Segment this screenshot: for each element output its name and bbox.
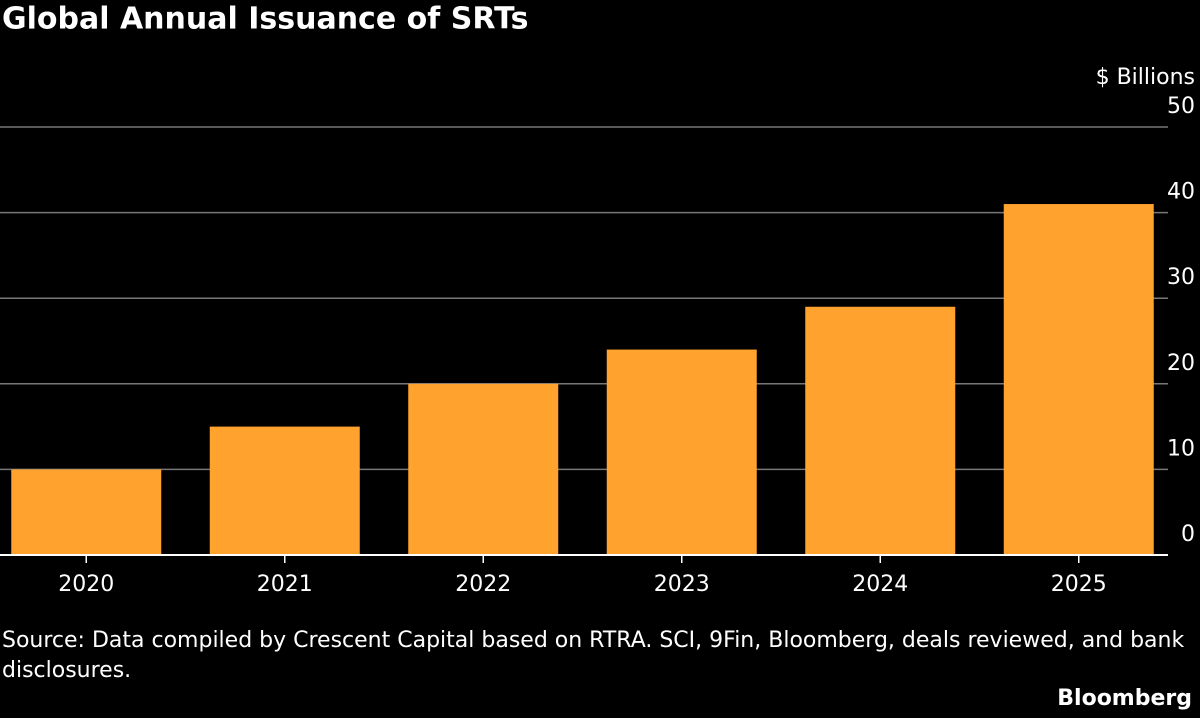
bar — [805, 306, 956, 555]
chart-title: Global Annual Issuance of SRTs — [2, 2, 528, 37]
x-tick-label: 2023 — [654, 572, 710, 597]
x-tick-label: 2021 — [257, 572, 313, 597]
bar — [209, 426, 360, 555]
y-tick-label: 10 — [1167, 436, 1195, 461]
y-tick-label: 40 — [1167, 180, 1195, 205]
bar — [11, 469, 162, 555]
y-axis-label: $ Billions — [1096, 65, 1195, 90]
brand: Bloomberg — [1057, 686, 1192, 711]
x-tick-label: 2024 — [852, 572, 908, 597]
source-note: Source: Data compiled by Crescent Capita… — [2, 628, 1185, 683]
x-tick-label: 2020 — [58, 572, 114, 597]
bar — [606, 349, 757, 555]
bar — [408, 383, 559, 555]
bar — [1003, 204, 1154, 556]
y-tick-label: 50 — [1167, 94, 1195, 119]
x-tick-label: 2022 — [455, 572, 511, 597]
x-tick-label: 2025 — [1051, 572, 1107, 597]
y-tick-label: 0 — [1181, 522, 1195, 547]
y-tick-label: 20 — [1167, 351, 1195, 376]
chart: Global Annual Issuance of SRTs $ Billion… — [0, 2, 1195, 597]
y-tick-label: 30 — [1167, 265, 1195, 290]
